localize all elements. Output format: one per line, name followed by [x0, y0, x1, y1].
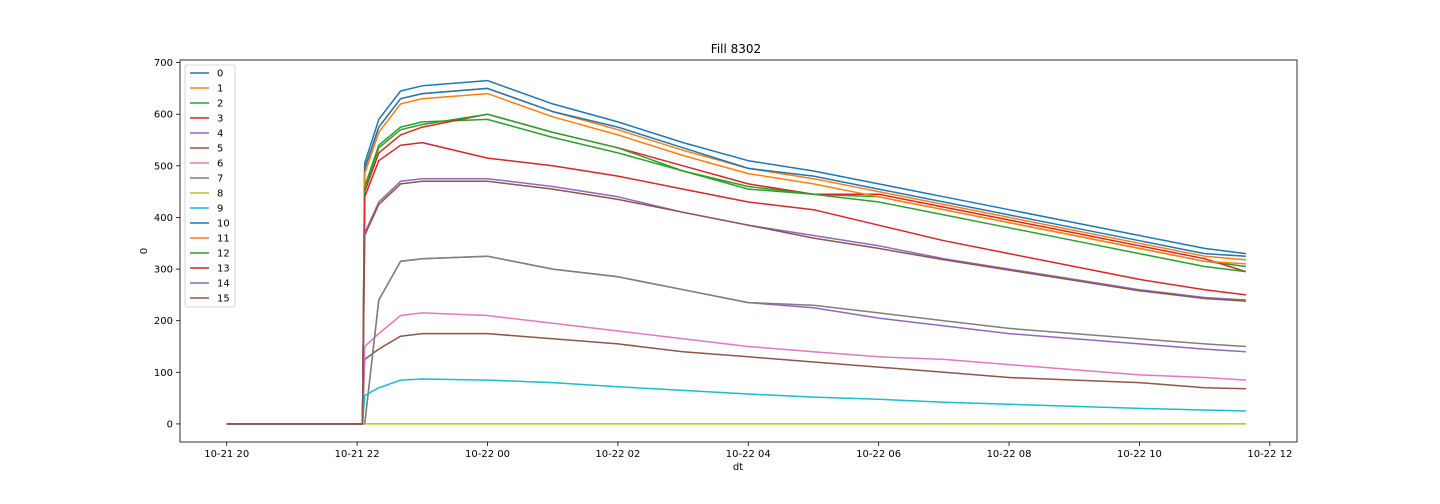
y-tick-label-6: 600 — [154, 110, 173, 121]
chart-title: Fill 8302 — [711, 42, 761, 56]
y-tick-label-0: 0 — [167, 419, 173, 430]
series-line-3 — [226, 113, 1247, 425]
x-tick-label-1: 10-21 22 — [335, 449, 380, 460]
x-tick-label-5: 10-22 06 — [856, 449, 901, 460]
series-line-7 — [226, 255, 1246, 425]
legend-label-9: 9 — [217, 204, 223, 215]
legend-label-6: 6 — [217, 159, 223, 170]
legend-label-0: 0 — [217, 69, 223, 80]
y-tick-label-7: 700 — [154, 58, 173, 69]
legend-label-5: 5 — [217, 144, 223, 155]
series-line-15 — [226, 180, 1246, 425]
legend-label-2: 2 — [217, 99, 223, 110]
legend-label-3: 3 — [217, 114, 223, 125]
series-line-6 — [226, 312, 1246, 425]
legend-label-15: 15 — [217, 294, 230, 305]
series-line-5 — [226, 332, 1246, 425]
legend-box — [184, 64, 236, 308]
x-tick-label-3: 10-22 02 — [595, 449, 640, 460]
y-axis-label: 0 — [139, 248, 150, 254]
series-line-13 — [226, 141, 1246, 425]
legend-label-1: 1 — [217, 84, 223, 95]
x-tick-label-7: 10-22 10 — [1117, 449, 1162, 460]
y-tick-label-4: 400 — [154, 213, 173, 224]
x-axis-label: dt — [733, 462, 743, 473]
x-tick-label-2: 10-22 00 — [465, 449, 510, 460]
y-tick-label-2: 200 — [154, 316, 173, 327]
x-tick-label-0: 10-21 20 — [204, 449, 249, 460]
series-layer — [226, 79, 1247, 425]
x-axis: 10-21 20 10-21 22 10-22 00 10-22 02 10-22 04… — [204, 442, 1292, 460]
series-line-10 — [226, 87, 1246, 425]
y-tick-label-5: 500 — [154, 161, 173, 172]
legend-label-12: 12 — [217, 249, 230, 260]
y-tick-label-1: 100 — [154, 368, 173, 379]
x-tick-label-4: 10-22 04 — [726, 449, 771, 460]
plot-area — [179, 59, 1298, 443]
x-tick-label-8: 10-22 12 — [1247, 449, 1292, 460]
plot-frame — [179, 59, 1298, 443]
legend-label-10: 10 — [217, 219, 230, 230]
series-line-9 — [226, 378, 1246, 425]
series-line-0 — [226, 79, 1246, 425]
legend-label-8: 8 — [217, 189, 223, 200]
legend-label-14: 14 — [217, 279, 230, 290]
x-tick-label-6: 10-22 08 — [987, 449, 1032, 460]
legend-label-7: 7 — [217, 174, 223, 185]
y-axis: 0 100 200 300 400 500 600 700 — [154, 58, 180, 430]
series-line-11 — [226, 92, 1246, 425]
legend-label-13: 13 — [217, 264, 230, 275]
series-line-12 — [226, 113, 1246, 425]
y-tick-label-3: 300 — [154, 265, 173, 276]
legend-label-11: 11 — [217, 234, 230, 245]
legend-label-4: 4 — [217, 129, 223, 140]
